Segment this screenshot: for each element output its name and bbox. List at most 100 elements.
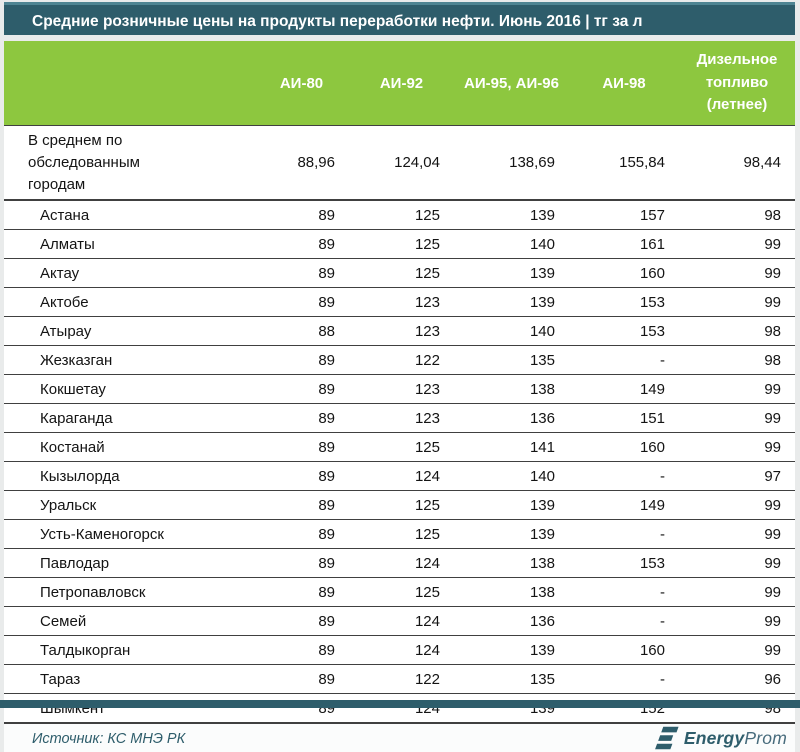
- price-cell: 140: [454, 461, 569, 492]
- price-cell: 123: [349, 287, 454, 318]
- price-cell: 98: [679, 200, 795, 231]
- price-cell: 140: [454, 316, 569, 347]
- price-cell: 99: [679, 519, 795, 550]
- energyprom-logo-text: EnergyProm: [684, 728, 787, 749]
- price-cell: 99: [679, 635, 795, 666]
- price-cell: -: [569, 606, 679, 637]
- city-name-cell: Тараз: [4, 664, 254, 695]
- price-cell: 124: [349, 548, 454, 579]
- price-cell: 96: [679, 664, 795, 695]
- price-cell: 151: [569, 403, 679, 434]
- bottom-accent-bar: [0, 700, 800, 708]
- logo-text-energy: Energy: [683, 728, 745, 749]
- column-header-ai95-96: АИ-95, АИ-96: [454, 41, 569, 126]
- price-cell: -: [569, 664, 679, 695]
- table-row: Алматы 89 125 140 161 99: [4, 229, 795, 260]
- price-cell: 98: [679, 316, 795, 347]
- table-row: Кокшетау 89 123 138 149 99: [4, 374, 795, 405]
- price-cell: 125: [349, 490, 454, 521]
- average-value-cell: 124,04: [349, 125, 454, 202]
- average-value-cell: 155,84: [569, 125, 679, 202]
- table-row: Костанай 89 125 141 160 99: [4, 432, 795, 463]
- energyprom-logo: EnergyProm: [652, 726, 787, 751]
- price-cell: 89: [254, 374, 349, 405]
- price-cell: 136: [454, 606, 569, 637]
- city-name-cell: Талдыкорган: [4, 635, 254, 666]
- price-cell: 138: [454, 577, 569, 608]
- city-name-cell: Семей: [4, 606, 254, 637]
- price-cell: 99: [679, 577, 795, 608]
- price-cell: 89: [254, 200, 349, 231]
- city-name-cell: Кызылорда: [4, 461, 254, 492]
- energyprom-logo-icon: [654, 727, 679, 750]
- table-row: Уральск 89 125 139 149 99: [4, 490, 795, 521]
- price-cell: 98: [679, 345, 795, 376]
- average-row-label: В среднем по обследованным городам: [4, 125, 254, 202]
- city-name-cell: Астана: [4, 200, 254, 231]
- price-cell: 124: [349, 606, 454, 637]
- price-cell: 99: [679, 606, 795, 637]
- table-row: Астана 89 125 139 157 98: [4, 200, 795, 231]
- column-header-ai98: АИ-98: [569, 41, 679, 126]
- price-cell: 153: [569, 548, 679, 579]
- city-name-cell: Усть-Каменогорск: [4, 519, 254, 550]
- price-cell: 139: [454, 693, 569, 725]
- price-cell: 161: [569, 229, 679, 260]
- city-name-cell: Уральск: [4, 490, 254, 521]
- price-cell: 89: [254, 519, 349, 550]
- average-value-cell: 88,96: [254, 125, 349, 202]
- price-cell: 89: [254, 432, 349, 463]
- price-cell: 89: [254, 258, 349, 289]
- city-name-cell: Жезказган: [4, 345, 254, 376]
- table-row: Караганда 89 123 136 151 99: [4, 403, 795, 434]
- price-cell: 139: [454, 635, 569, 666]
- price-cell: 89: [254, 606, 349, 637]
- table-header-row: АИ-80 АИ-92 АИ-95, АИ-96 АИ-98 Дизельное…: [4, 41, 795, 126]
- price-cell: 123: [349, 316, 454, 347]
- price-cell: 89: [254, 548, 349, 579]
- price-cell: 89: [254, 577, 349, 608]
- price-cell: 125: [349, 519, 454, 550]
- price-cell: 125: [349, 258, 454, 289]
- source-label: Источник: КС МНЭ РК: [32, 730, 186, 747]
- price-cell: 122: [349, 345, 454, 376]
- price-cell: 124: [349, 693, 454, 725]
- price-cell: 125: [349, 229, 454, 260]
- table-row: Жезказган 89 122 135 - 98: [4, 345, 795, 376]
- footer: Источник: КС МНЭ РК EnergyProm: [4, 724, 795, 752]
- logo-text-prom: Prom: [744, 728, 787, 749]
- price-cell: 125: [349, 432, 454, 463]
- price-cell: 99: [679, 548, 795, 579]
- city-name-cell: Костанай: [4, 432, 254, 463]
- table-row: Актобе 89 123 139 153 99: [4, 287, 795, 318]
- price-cell: 123: [349, 374, 454, 405]
- city-name-cell: Атырау: [4, 316, 254, 347]
- city-name-cell: Алматы: [4, 229, 254, 260]
- price-cell: 99: [679, 229, 795, 260]
- report-frame: Средние розничные цены на продукты перер…: [4, 2, 795, 752]
- price-cell: 139: [454, 287, 569, 318]
- price-cell: 89: [254, 664, 349, 695]
- city-name-cell: Кокшетау: [4, 374, 254, 405]
- price-cell: 89: [254, 403, 349, 434]
- price-cell: 123: [349, 403, 454, 434]
- price-cell: -: [569, 345, 679, 376]
- price-cell: 138: [454, 548, 569, 579]
- price-cell: 135: [454, 345, 569, 376]
- price-cell: 160: [569, 432, 679, 463]
- price-cell: 89: [254, 229, 349, 260]
- price-cell: 99: [679, 374, 795, 405]
- price-cell: 89: [254, 635, 349, 666]
- price-cell: 125: [349, 577, 454, 608]
- price-cell: 135: [454, 664, 569, 695]
- price-cell: 140: [454, 229, 569, 260]
- table-body: В среднем по обследованным городам 88,96…: [4, 125, 795, 725]
- price-cell: 125: [349, 200, 454, 231]
- price-cell: 153: [569, 287, 679, 318]
- price-cell: 99: [679, 258, 795, 289]
- price-cell: 99: [679, 403, 795, 434]
- price-cell: 89: [254, 287, 349, 318]
- table-row: Усть-Каменогорск 89 125 139 - 99: [4, 519, 795, 550]
- price-cell: 149: [569, 490, 679, 521]
- price-cell: -: [569, 519, 679, 550]
